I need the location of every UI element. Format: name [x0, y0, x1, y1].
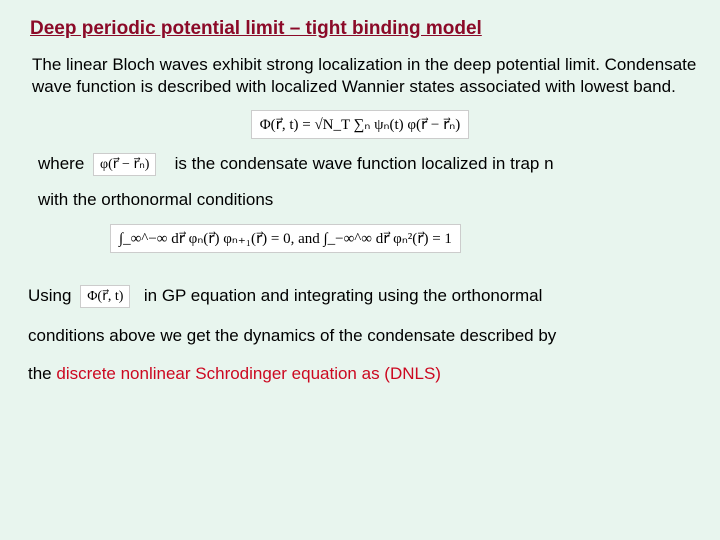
inline-eq-bigphi: Φ(r⃗, t) — [80, 285, 130, 308]
equation-phi-expansion: Φ(r⃗, t) = √N_T ∑ₙ ψₙ(t) φ(r⃗ − r⃗ₙ) — [20, 110, 700, 139]
final-prefix: the — [28, 364, 56, 383]
where-line: where φ(r⃗ − r⃗ₙ) is the condensate wave… — [38, 153, 700, 176]
slide-container: Deep periodic potential limit – tight bi… — [0, 0, 720, 420]
where-label: where — [38, 154, 84, 173]
using-label: Using — [28, 286, 71, 305]
intro-paragraph: The linear Bloch waves exhibit strong lo… — [32, 54, 700, 98]
using-line: Using Φ(r⃗, t) in GP equation and integr… — [28, 285, 700, 308]
conditions-line: conditions above we get the dynamics of … — [28, 326, 700, 346]
where-rest: is the condensate wave function localize… — [175, 154, 554, 173]
equation-box-1: Φ(r⃗, t) = √N_T ∑ₙ ψₙ(t) φ(r⃗ − r⃗ₙ) — [251, 110, 470, 139]
spacer — [20, 267, 700, 285]
equation-orthonormal: ∫_∞^−∞ dr⃗ φₙ(r⃗) φₙ₊₁(r⃗) = 0, and ∫_−∞… — [110, 224, 700, 253]
using-rest: in GP equation and integrating using the… — [144, 286, 543, 305]
inline-eq-phi: φ(r⃗ − r⃗ₙ) — [93, 153, 156, 176]
dnls-highlight: discrete nonlinear Schrodinger equation … — [56, 364, 441, 383]
equation-box-2: ∫_∞^−∞ dr⃗ φₙ(r⃗) φₙ₊₁(r⃗) = 0, and ∫_−∞… — [110, 224, 461, 253]
final-line: the discrete nonlinear Schrodinger equat… — [28, 364, 700, 384]
orthonormal-label: with the orthonormal conditions — [38, 190, 700, 210]
slide-title: Deep periodic potential limit – tight bi… — [30, 18, 700, 40]
